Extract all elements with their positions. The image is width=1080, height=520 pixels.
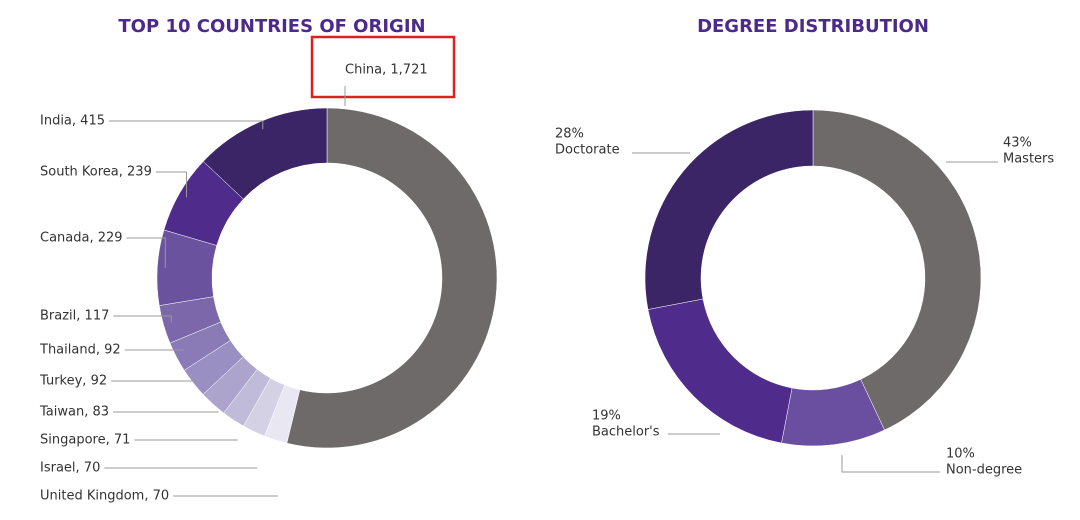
slice-label: Thailand, 92 [39, 343, 121, 358]
slice-label: Doctorate [555, 143, 620, 158]
slice-label: Turkey, 92 [39, 374, 107, 389]
highlight-box [310, 35, 456, 99]
slice-label: Taiwan, 83 [39, 405, 109, 420]
value-label: 19% [592, 409, 621, 424]
donut-slice [812, 109, 982, 431]
leader-line [126, 237, 166, 269]
slice-label: Masters [1003, 152, 1054, 167]
slice-label: Non-degree [946, 463, 1022, 478]
slice-label: China, 1,721 [345, 63, 428, 78]
leader-line [841, 455, 940, 473]
donut-slice [158, 296, 222, 344]
slice-label: Brazil, 117 [40, 309, 109, 324]
donut-slice [243, 377, 286, 437]
leader-line [155, 171, 187, 198]
donut-slice [223, 368, 271, 427]
leader-line [108, 120, 264, 130]
slice-label: Bachelor's [592, 425, 660, 440]
slice-label: United Kingdom, 70 [40, 489, 169, 504]
slice-label: Israel, 70 [40, 461, 100, 476]
slice-label: Singapore, 71 [40, 433, 130, 448]
donut-slice [202, 107, 328, 200]
donut-slice [169, 321, 231, 371]
chart-title: TOP 10 COUNTRIES OF ORIGIN [118, 16, 425, 37]
donut-slice [264, 384, 301, 444]
donut-slice [202, 356, 258, 414]
slice-label: Canada, 229 [40, 231, 123, 246]
slice-label: South Korea, 239 [40, 165, 152, 180]
donut-slice [163, 161, 244, 246]
donut-slice [644, 109, 814, 310]
value-label: 28% [555, 127, 584, 142]
value-label: 43% [1003, 136, 1032, 151]
donut-slice [156, 229, 217, 306]
slice-label: India, 415 [40, 114, 105, 129]
chart-title: DEGREE DISTRIBUTION [697, 16, 929, 37]
leader-line [113, 315, 172, 323]
value-label: 10% [946, 447, 975, 462]
donut-slice [286, 107, 498, 449]
